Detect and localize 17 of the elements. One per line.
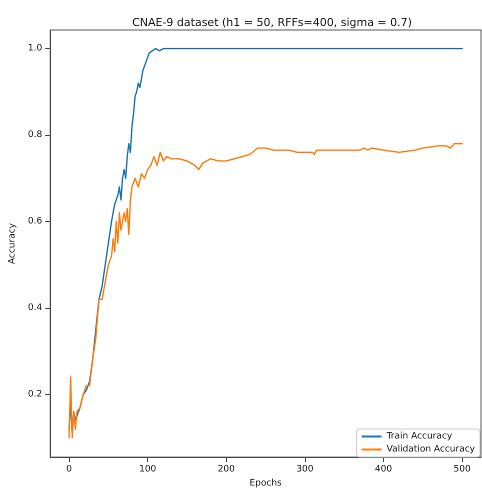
line-series — [68, 142, 463, 438]
y-tick-label: 0.2 — [28, 389, 42, 400]
x-axis-title: Epochs — [249, 478, 282, 488]
chart-title: CNAE-9 dataset (h1 = 50, RFFs=400, sigma = 0.7) — [132, 16, 412, 29]
x-tick-label: 500 — [454, 464, 471, 475]
y-tick-label: 0.8 — [28, 130, 42, 140]
y-tick-label: 1.0 — [28, 44, 42, 54]
legend-label: Train Accuracy — [386, 432, 453, 442]
x-tick-label: 0 — [66, 464, 72, 475]
x-tick-label: 300 — [296, 464, 314, 475]
y-tick-label: 0.6 — [28, 216, 42, 227]
y-tick-label: 0.4 — [28, 302, 42, 313]
x-tick-label: 100 — [139, 464, 157, 475]
legend-label: Validation Accuracy — [386, 444, 476, 454]
x-tick-label: 400 — [374, 464, 392, 475]
y-axis-title: Accuracy — [8, 222, 18, 264]
x-tick-label: 200 — [218, 464, 236, 475]
